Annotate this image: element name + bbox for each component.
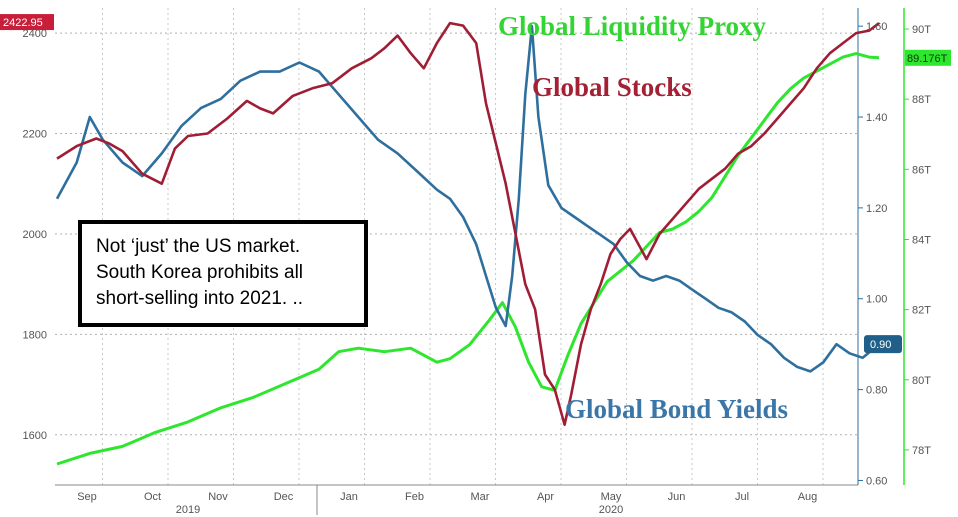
year-label-2019: 2019 [176, 504, 200, 516]
x-month-label: Aug [798, 491, 818, 503]
x-month-label: Apr [537, 491, 554, 503]
yields-last-tag [864, 335, 902, 354]
liquidity-tick-label: 82T [912, 305, 931, 317]
liquidity-last-tag [905, 49, 951, 66]
x-month-label: Nov [208, 491, 228, 503]
title-stocks: Global Stocks [532, 72, 692, 102]
left-tick-label: 2400 [23, 28, 47, 40]
liquidity-tick-label: 90T [912, 24, 931, 36]
yields-tick-label: 1.60 [866, 21, 887, 33]
x-month-label: Oct [144, 491, 161, 503]
stocks-last-tag [0, 14, 54, 31]
liquidity-tick-label: 80T [912, 375, 931, 387]
yields-last-value: 0.90 [870, 339, 891, 351]
left-tick-label: 1600 [23, 430, 47, 442]
liquidity-tick-label: 88T [912, 94, 931, 106]
x-month-label: Jun [668, 491, 686, 503]
yields-tick-label: 1.00 [866, 294, 887, 306]
left-tick-label: 1800 [23, 329, 47, 341]
stocks-last-value: 2422.95 [3, 17, 43, 29]
series-line-liquidity [56, 52, 880, 466]
liquidity-tick-label: 84T [912, 234, 931, 246]
yields-tick-label: 0.80 [866, 385, 887, 397]
x-month-label: Dec [274, 491, 294, 503]
x-month-label: Jan [340, 491, 358, 503]
title-liquidity: Global Liquidity Proxy [498, 11, 767, 41]
x-month-label: Sep [77, 491, 97, 503]
yields-tick-label: 1.20 [866, 203, 887, 215]
axis-labels: 1600 1800 2000 2200 2400 Sep Oct Nov Dec Jan Feb Ma… [0, 14, 951, 516]
gridlines [55, 8, 858, 485]
left-tick-label: 2200 [23, 129, 47, 141]
annotation-box: Not ‘just’ the US market. South Korea pr… [78, 220, 368, 327]
yields-tick-label: 0.60 [866, 475, 887, 487]
series-line-yields [55, 24, 880, 373]
x-month-label: May [601, 491, 622, 503]
yields-tick-label: 1.40 [866, 112, 887, 124]
liquidity-tick-label: 78T [912, 445, 931, 457]
x-month-label: Feb [405, 491, 424, 503]
liquidity-last-value: 89.176T [907, 53, 948, 65]
axes [55, 8, 909, 515]
series-lines [55, 21, 880, 466]
x-month-label: Mar [471, 491, 490, 503]
series-line-stocks [56, 21, 880, 426]
x-month-label: Jul [735, 491, 749, 503]
title-yields: Global Bond Yields [565, 394, 788, 424]
liquidity-tick-label: 86T [912, 164, 931, 176]
year-label-2020: 2020 [599, 504, 623, 516]
left-tick-label: 2000 [23, 229, 47, 241]
